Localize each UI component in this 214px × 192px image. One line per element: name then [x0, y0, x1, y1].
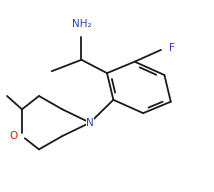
- Text: F: F: [169, 43, 175, 53]
- Text: N: N: [86, 118, 94, 128]
- Text: O: O: [9, 131, 18, 141]
- Text: NH₂: NH₂: [72, 19, 91, 29]
